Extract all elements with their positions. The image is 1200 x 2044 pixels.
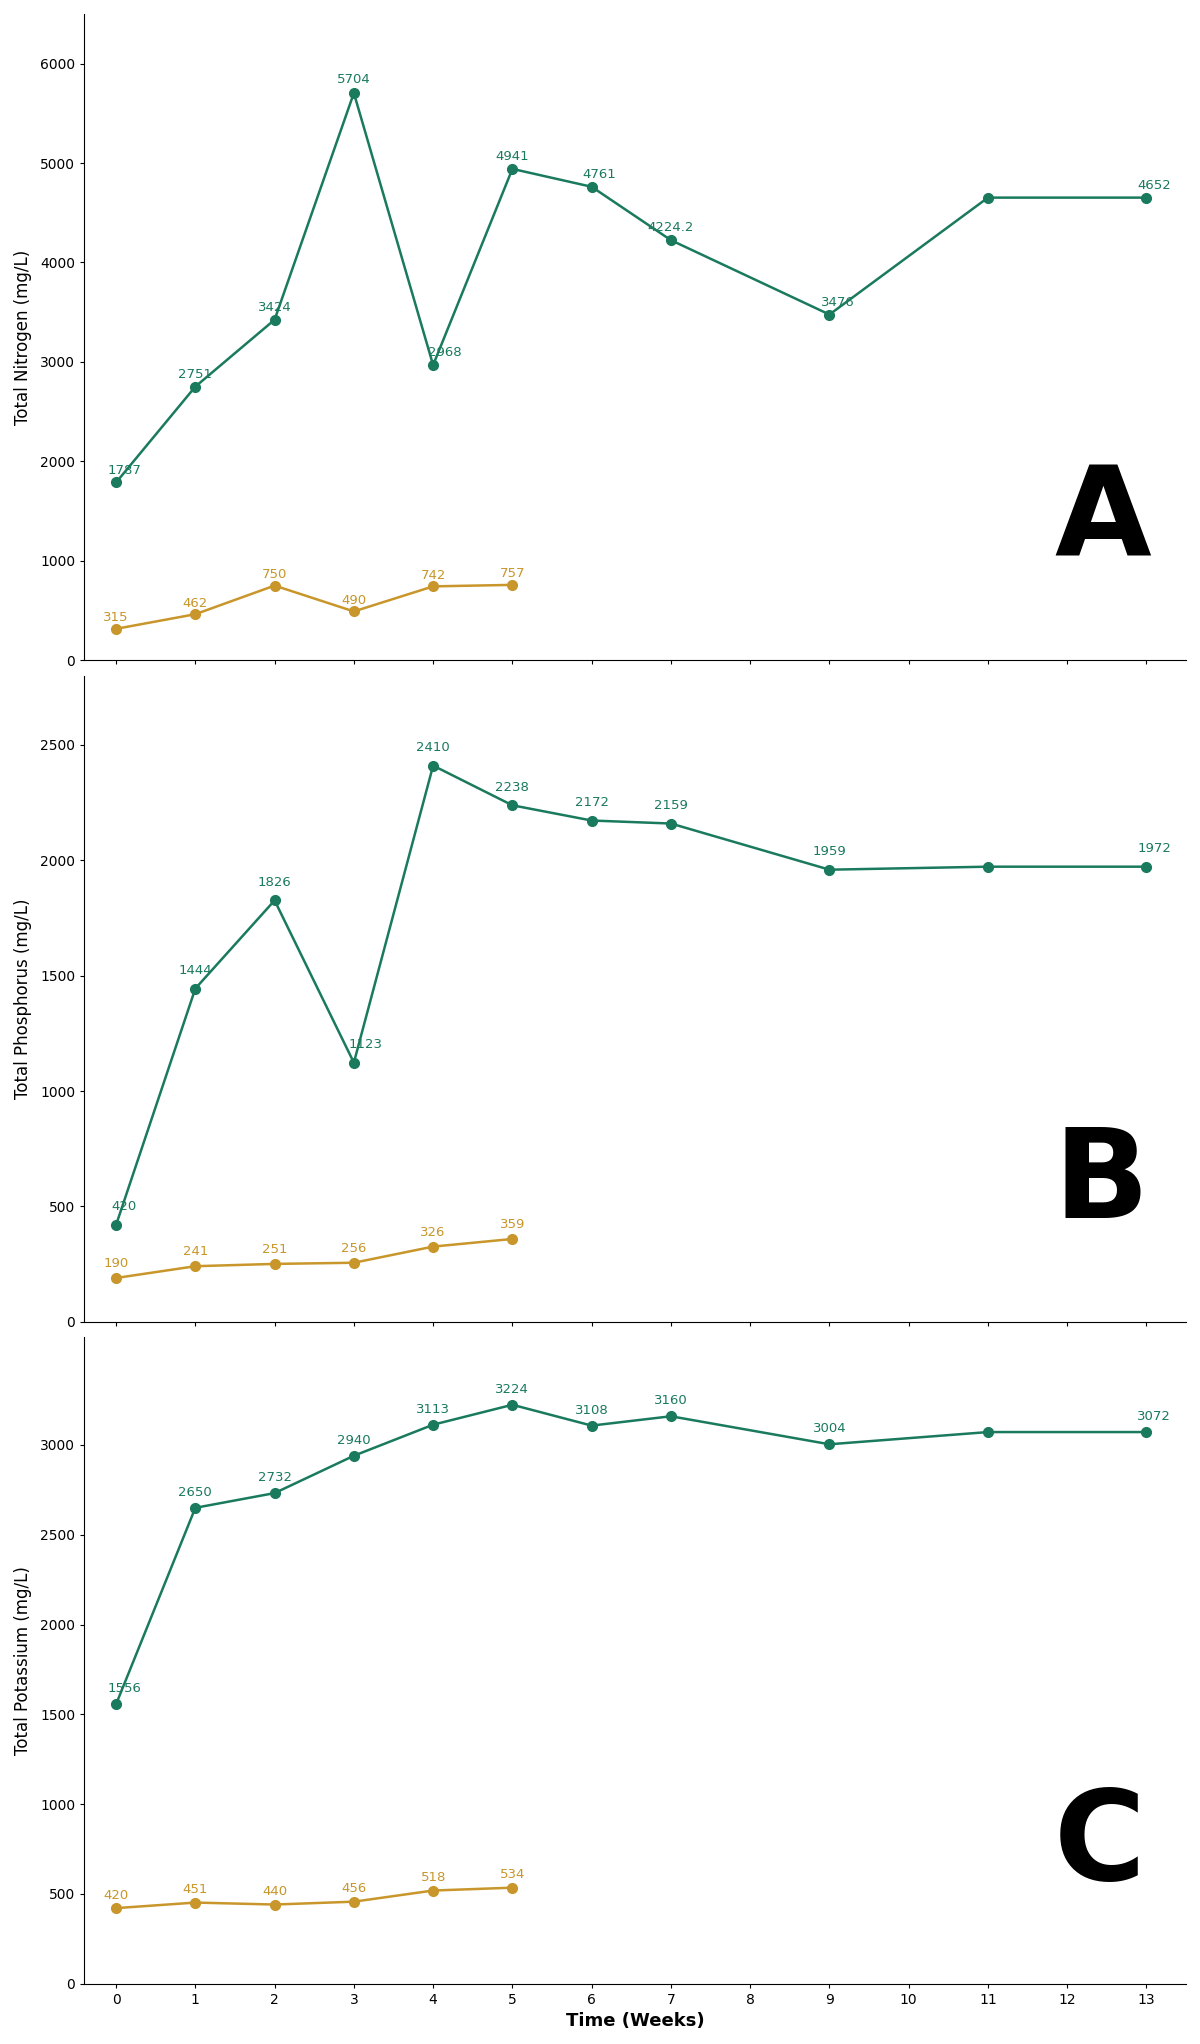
Text: 451: 451 [182,1883,208,1897]
Text: A: A [1054,462,1151,583]
Text: 456: 456 [341,1883,366,1895]
Text: 1972: 1972 [1138,842,1171,854]
Text: 3424: 3424 [258,300,292,313]
Text: 241: 241 [182,1245,208,1259]
Text: 440: 440 [262,1885,287,1899]
Text: 1826: 1826 [258,875,292,889]
Text: 757: 757 [499,568,526,580]
Y-axis label: Total Potassium (mg/L): Total Potassium (mg/L) [14,1566,32,1756]
Text: 3113: 3113 [416,1402,450,1416]
Text: 4941: 4941 [496,149,529,164]
Text: B: B [1054,1124,1150,1245]
Text: 742: 742 [420,568,446,583]
Y-axis label: Total Nitrogen (mg/L): Total Nitrogen (mg/L) [14,249,32,425]
Text: 2968: 2968 [428,345,462,360]
Text: 359: 359 [499,1218,526,1230]
Text: 1556: 1556 [107,1682,140,1694]
Text: 190: 190 [103,1257,128,1269]
Text: 2238: 2238 [496,781,529,793]
Text: 3004: 3004 [812,1423,846,1435]
Text: 4652: 4652 [1138,178,1171,192]
Text: 3160: 3160 [654,1394,688,1406]
Text: 420: 420 [112,1200,137,1214]
Text: 256: 256 [341,1241,366,1255]
Text: 420: 420 [103,1889,128,1901]
Text: 3072: 3072 [1138,1410,1171,1423]
Text: 2650: 2650 [179,1486,212,1498]
Text: 5704: 5704 [337,74,371,86]
X-axis label: Time (Weeks): Time (Weeks) [566,2011,704,2030]
Text: 1123: 1123 [349,1038,383,1051]
Text: 315: 315 [103,611,128,623]
Text: 534: 534 [499,1868,526,1880]
Text: 251: 251 [262,1243,287,1255]
Text: 490: 490 [341,595,366,607]
Text: 3476: 3476 [821,296,854,309]
Text: 1787: 1787 [107,464,140,476]
Text: 750: 750 [262,568,287,580]
Text: 2159: 2159 [654,799,688,811]
Text: 3224: 3224 [496,1384,529,1396]
Text: 2940: 2940 [337,1433,371,1447]
Text: 4224.2: 4224.2 [648,221,694,235]
Text: 3108: 3108 [575,1404,608,1416]
Text: 2732: 2732 [258,1472,292,1484]
Text: 1959: 1959 [812,844,846,858]
Y-axis label: Total Phosphorus (mg/L): Total Phosphorus (mg/L) [14,899,32,1100]
Text: 2172: 2172 [575,795,608,809]
Text: 2410: 2410 [416,742,450,754]
Text: C: C [1054,1784,1146,1905]
Text: 462: 462 [182,597,208,609]
Text: 518: 518 [420,1870,446,1885]
Text: 326: 326 [420,1226,446,1239]
Text: 1444: 1444 [179,965,212,977]
Text: 2751: 2751 [179,368,212,380]
Text: 4761: 4761 [583,168,617,180]
